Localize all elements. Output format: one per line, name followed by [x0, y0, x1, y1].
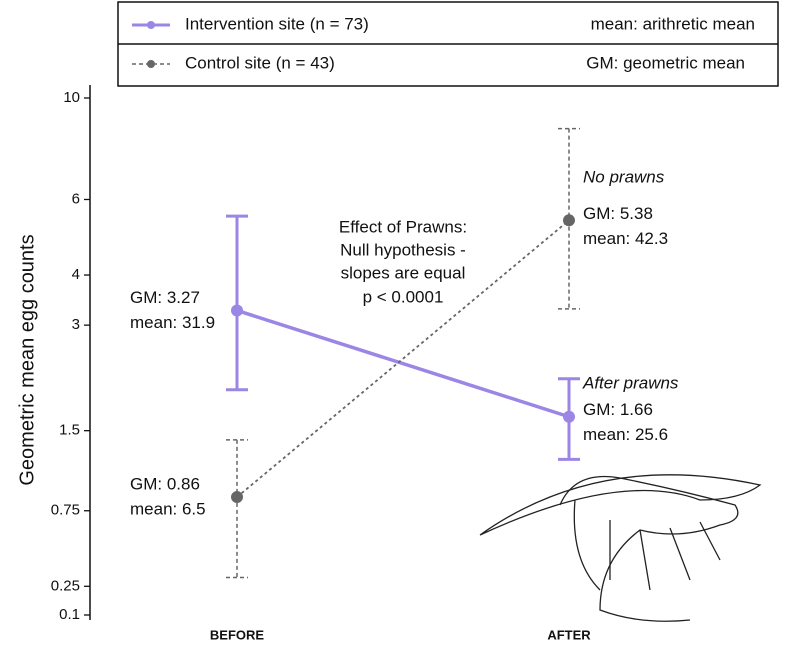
point-label: GM: 0.86 — [130, 475, 200, 494]
annotation: Null hypothesis - — [340, 240, 466, 259]
series-line — [236, 308, 570, 419]
point — [231, 304, 243, 317]
y-tick-label: 0.25 — [51, 577, 80, 594]
prawn-sketch — [479, 474, 762, 622]
point — [563, 214, 575, 227]
y-tick-label: 4 — [72, 266, 80, 283]
annotation: slopes are equal — [341, 263, 466, 282]
point — [563, 410, 575, 423]
legend-label: Control site (n = 43) — [185, 53, 335, 72]
legend-label: Intervention site (n = 73) — [185, 14, 369, 33]
y-tick-label: 10 — [63, 89, 80, 106]
point-label: GM: 5.38 — [583, 204, 653, 223]
y-axis-label: Geometric mean egg counts — [16, 234, 38, 485]
mean-label: mean: 42.3 — [583, 229, 668, 248]
series-line — [236, 219, 570, 498]
y-tick-label: 1.5 — [59, 422, 80, 439]
y-tick-label: 0.75 — [51, 502, 80, 519]
y-tick-label: 3 — [72, 316, 80, 333]
point — [231, 491, 243, 504]
y-tick-label: 6 — [72, 190, 80, 207]
x-tick-label: AFTER — [547, 627, 591, 642]
y-tick-label: 0.1 — [59, 606, 80, 623]
annotation: After prawns — [582, 373, 679, 392]
annotation: No prawns — [583, 167, 665, 186]
point-label: GM: 3.27 — [130, 288, 200, 307]
mean-label: mean: 31.9 — [130, 313, 215, 332]
legend-marker — [147, 21, 155, 29]
point-label: GM: 1.66 — [583, 400, 653, 419]
annotation: Effect of Prawns: — [339, 217, 467, 236]
mean-label: mean: 25.6 — [583, 425, 668, 444]
annotation: p < 0.0001 — [363, 287, 444, 306]
legend-note: mean: arithretic mean — [591, 14, 755, 33]
legend-note: GM: geometric mean — [586, 53, 745, 72]
legend-marker — [147, 60, 155, 68]
mean-label: mean: 6.5 — [130, 500, 206, 519]
x-tick-label: BEFORE — [210, 627, 265, 642]
